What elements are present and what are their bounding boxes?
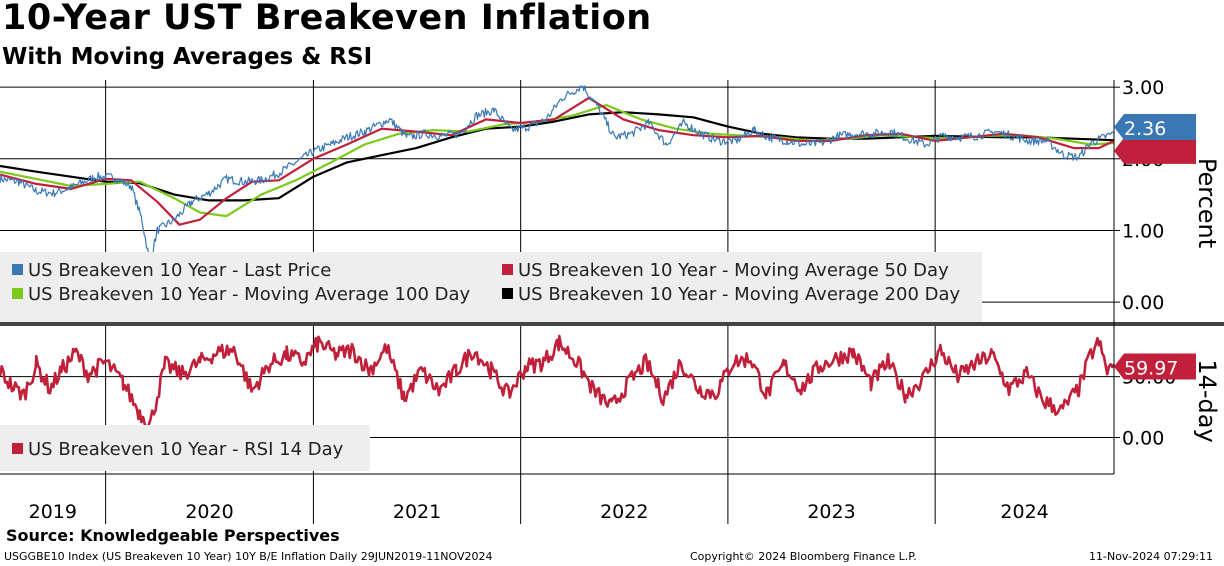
footer-copyright: Copyright© 2024 Bloomberg Finance L.P. bbox=[690, 550, 917, 563]
legend-swatch bbox=[12, 288, 23, 299]
legend-label: US Breakeven 10 Year - Last Price bbox=[28, 260, 331, 281]
x-tick-label: 2024 bbox=[1000, 501, 1048, 523]
last-price-line bbox=[0, 85, 1115, 262]
rsi-last-tag bbox=[1114, 353, 1196, 380]
y-tick-label: 3.00 bbox=[1122, 77, 1164, 99]
x-tick-label: 2019 bbox=[29, 501, 77, 523]
legend-label: US Breakeven 10 Year - RSI 14 Day bbox=[28, 439, 344, 460]
rsi-legend-box bbox=[0, 425, 370, 471]
rsi-last-value: 59.97 bbox=[1124, 358, 1178, 380]
x-tick-label: 2023 bbox=[807, 501, 855, 523]
legend-swatch bbox=[12, 264, 23, 275]
footer-index-info: USGGBE10 Index (US Breakeven 10 Year) 10… bbox=[4, 550, 493, 563]
footer-timestamp: 11-Nov-2024 07:29:11 bbox=[1089, 550, 1214, 563]
legend-label: US Breakeven 10 Year - Moving Average 50… bbox=[518, 260, 949, 281]
last-price-tag bbox=[1114, 114, 1196, 141]
rsi-tick-label: 0.00 bbox=[1122, 428, 1164, 450]
chart-subtitle: With Moving Averages & RSI bbox=[2, 44, 373, 70]
upper-legend-box bbox=[0, 252, 982, 322]
legend-swatch bbox=[12, 443, 23, 454]
chart-title: 10-Year UST Breakeven Inflation bbox=[2, 0, 652, 38]
legend-swatch bbox=[502, 288, 513, 299]
x-tick-label: 2021 bbox=[393, 501, 441, 523]
y-tick-label: 1.00 bbox=[1122, 220, 1164, 242]
lower-y-axis-label: 14-day bbox=[1193, 359, 1221, 442]
last-price-value: 2.36 bbox=[1124, 118, 1166, 140]
y-tick-label: 0.00 bbox=[1122, 292, 1164, 314]
ma200-line bbox=[0, 111, 1115, 202]
ma50-line bbox=[0, 96, 1115, 226]
upper-y-axis-label: Percent bbox=[1193, 158, 1221, 248]
legend-label: US Breakeven 10 Year - Moving Average 20… bbox=[518, 284, 961, 305]
rsi-line bbox=[0, 334, 1116, 429]
ma50-last-tag bbox=[1114, 137, 1196, 164]
legend-swatch bbox=[502, 264, 513, 275]
legend-label: US Breakeven 10 Year - Moving Average 10… bbox=[28, 284, 471, 305]
x-tick-label: 2022 bbox=[600, 501, 648, 523]
source-note: Source: Knowledgeable Perspectives bbox=[6, 526, 340, 545]
x-tick-label: 2020 bbox=[185, 501, 233, 523]
